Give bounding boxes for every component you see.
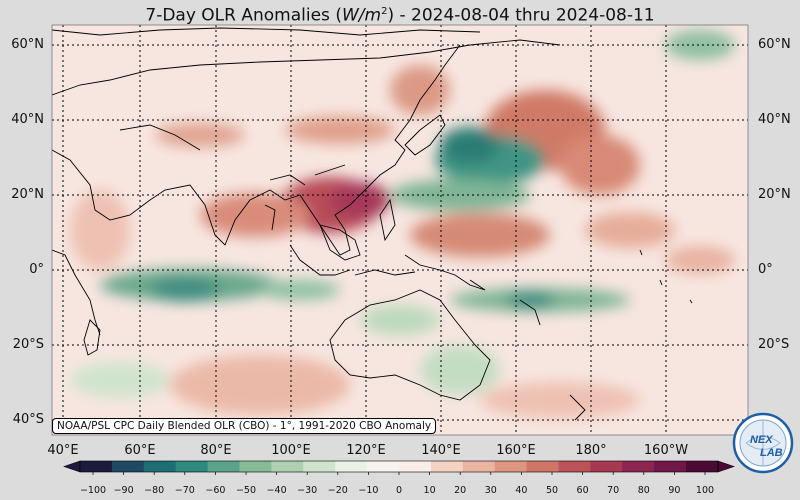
colorbar-tick-label: 30 [484, 485, 497, 496]
colorbar-tick-label: −40 [266, 485, 287, 496]
lon-label-160w: 160°W [643, 443, 689, 458]
colorbar-segment [207, 461, 240, 472]
lat-label-20s-left: 20°S [12, 337, 44, 352]
colorbar-segment [654, 461, 687, 472]
colorbar-tick-label: 10 [423, 485, 436, 496]
colorbar-tick-label: 70 [607, 485, 620, 496]
lat-label-60n-right: 60°N [758, 37, 791, 52]
colorbar-tick-label: −90 [113, 485, 134, 496]
globe-icon [732, 412, 794, 474]
svg-text:LAB: LAB [760, 447, 783, 459]
colorbar-tick-label: 60 [576, 485, 589, 496]
colorbar-segment [111, 461, 145, 472]
lon-label-120e: 120°E [346, 443, 386, 458]
lat-label-eq-left: 0° [29, 262, 44, 277]
lon-label-100e: 100°E [271, 443, 311, 458]
colorbar-segment [526, 461, 559, 472]
anomaly-field [52, 25, 748, 435]
lat-label-40s-left: 40°S [12, 412, 44, 427]
colorbar-segment [143, 461, 177, 472]
colorbar-segment [239, 461, 272, 472]
colorbar-tick-label: 90 [668, 485, 681, 496]
colorbar [63, 460, 735, 475]
colorbar-extend-low [63, 460, 81, 473]
lon-label-140e: 140°E [421, 443, 461, 458]
colorbar-segment [430, 461, 464, 472]
lat-label-20s-right: 20°S [758, 337, 790, 352]
colorbar-segment [175, 461, 209, 472]
colorbar-tick-label: −10 [358, 485, 379, 496]
colorbar-tick-label: 40 [515, 485, 528, 496]
data-source-credit: NOAA/PSL CPC Daily Blended OLR (CBO) - 1… [52, 418, 437, 434]
colorbar-segment [80, 461, 113, 472]
colorbar-tick-label: 100 [695, 485, 715, 496]
colorbar-segment [558, 461, 591, 472]
colorbar-tick-label: 0 [395, 485, 403, 496]
colorbar-tick-label: −20 [327, 485, 348, 496]
svg-text:NEX: NEX [750, 434, 773, 446]
lon-label-40e: 40°E [47, 443, 79, 458]
colorbar-tick-label: −80 [144, 485, 165, 496]
lat-label-60n-left: 60°N [11, 37, 44, 52]
colorbar-segment [399, 461, 432, 472]
nexlab-logo[interactable]: NEX LAB [732, 412, 794, 474]
colorbar-segment [462, 461, 496, 472]
lat-label-20n-right: 20°N [758, 187, 791, 202]
colorbar-segment [303, 461, 336, 472]
colorbar-segment [494, 461, 528, 472]
colorbar-tick-label: 20 [454, 485, 467, 496]
colorbar-tick-label: −60 [205, 485, 226, 496]
lat-label-eq-right: 0° [758, 262, 773, 277]
colorbar-segment [622, 461, 655, 472]
lat-label-40n-right: 40°N [758, 112, 791, 127]
lon-label-180: 180° [575, 443, 607, 458]
colorbar-segment [590, 461, 623, 472]
colorbar-segment [271, 461, 304, 472]
colorbar-segment [686, 461, 719, 472]
map-title: 7-Day OLR Anomalies (W/m2) - 2024-08-04 … [145, 5, 655, 26]
colorbar-tick-label: −30 [297, 485, 318, 496]
colorbar-segment [367, 461, 400, 472]
lat-label-20n-left: 20°N [11, 187, 44, 202]
colorbar-tick-label: −70 [174, 485, 195, 496]
graticule [52, 25, 748, 435]
colorbar-tick-label: −100 [79, 485, 107, 496]
lon-label-80e: 80°E [200, 443, 232, 458]
colorbar-tick-label: 50 [545, 485, 559, 496]
lon-label-60e: 60°E [124, 443, 156, 458]
colorbar-segment [335, 461, 368, 472]
colorbar-tick-label: −50 [235, 485, 257, 496]
lat-label-40n-left: 40°N [11, 112, 44, 127]
coastlines [52, 27, 693, 421]
colorbar-tick-label: 80 [637, 485, 650, 496]
lon-label-160e: 160°E [496, 443, 536, 458]
logo-text: NEX LAB [750, 434, 783, 459]
